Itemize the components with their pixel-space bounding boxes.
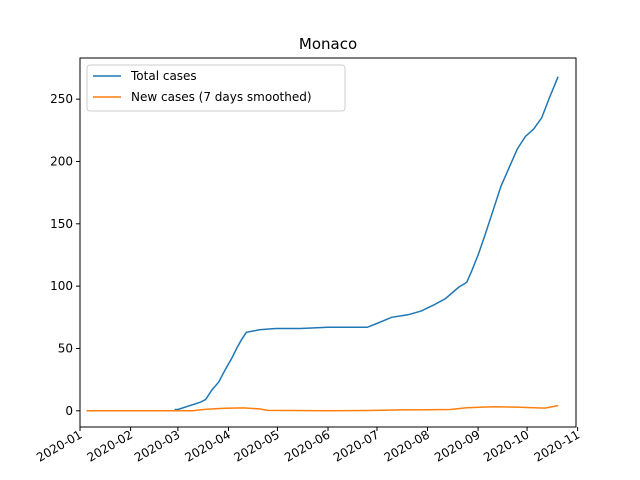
y-tick-label: 200 bbox=[50, 154, 73, 168]
y-tick-label: 50 bbox=[58, 341, 73, 355]
x-tick-label: 2020-02 bbox=[85, 427, 135, 464]
series-line-1 bbox=[86, 404, 559, 412]
legend-label-1: New cases (7 days smoothed) bbox=[131, 90, 312, 104]
x-tick-label: 2020-06 bbox=[282, 427, 332, 464]
legend-items: Total cases New cases (7 days smoothed) bbox=[93, 69, 312, 104]
chart-title: Monaco bbox=[299, 35, 357, 53]
legend-label-0: Total cases bbox=[130, 69, 197, 83]
y-tick-label: 100 bbox=[50, 279, 73, 293]
x-tick-label: 2020-10 bbox=[481, 427, 531, 464]
x-tick-label: 2020-08 bbox=[382, 427, 432, 464]
series-layer bbox=[86, 76, 559, 412]
y-tick-label: 0 bbox=[65, 404, 73, 418]
y-tick-label: 150 bbox=[50, 217, 73, 231]
series-line-0 bbox=[174, 76, 559, 411]
x-tick-label: 2020-11 bbox=[532, 427, 582, 464]
legend-box bbox=[86, 64, 346, 112]
axes-frame bbox=[79, 57, 577, 428]
x-tick-label: 2020-04 bbox=[183, 427, 233, 464]
x-tick-label: 2020-09 bbox=[432, 427, 482, 464]
plot-area bbox=[79, 57, 577, 428]
y-tick-label: 250 bbox=[50, 92, 73, 106]
x-tick-label: 2020-07 bbox=[331, 427, 381, 464]
y-axis: 0 50 100 150 200 250 bbox=[50, 92, 80, 418]
x-tick-label: 2020-03 bbox=[132, 427, 182, 464]
x-tick-label: 2020-01 bbox=[34, 427, 84, 464]
x-tick-label: 2020-05 bbox=[231, 427, 281, 464]
legend: Total cases New cases (7 days smoothed) bbox=[86, 64, 346, 112]
